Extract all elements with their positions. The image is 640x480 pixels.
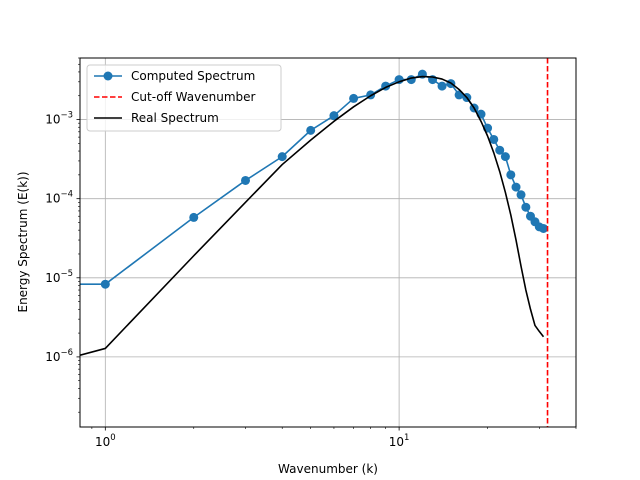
legend-label-computed: Computed Spectrum	[131, 69, 255, 83]
legend-marker-computed	[103, 71, 113, 81]
plot-frame	[79, 57, 577, 428]
computed-spectrum-point	[437, 81, 447, 91]
computed-spectrum-point	[241, 175, 250, 185]
legend-label-real: Real Spectrum	[131, 111, 219, 125]
y-tick-label: 10−3	[45, 111, 73, 127]
computed-spectrum-point	[516, 190, 526, 200]
legend: Computed Spectrum Cut-off Wavenumber Rea…	[86, 64, 282, 132]
legend-label-cutoff: Cut-off Wavenumber	[131, 90, 256, 104]
computed-spectrum-point	[329, 111, 339, 121]
y-tick-label: 10−4	[45, 190, 73, 206]
computed-spectrum-point	[189, 212, 199, 222]
y-tick-label: 10−6	[45, 348, 73, 364]
computed-spectrum-point	[506, 170, 516, 180]
computed-spectrum-point	[511, 182, 521, 192]
real-spectrum-line	[80, 75, 545, 356]
legend-box	[86, 64, 282, 132]
computed-spectrum-point	[500, 152, 510, 162]
axis-ticks: 100 101 10−6 10−5 10−4 10−3	[45, 57, 577, 449]
computed-spectrum-point	[349, 93, 359, 103]
computed-spectrum-point	[100, 279, 110, 289]
computed-spectrum-point	[306, 125, 316, 135]
plot-area	[80, 58, 549, 427]
computed-spectrum-point	[489, 134, 499, 144]
computed-spectrum-point	[538, 223, 548, 233]
computed-spectrum-point	[521, 202, 531, 212]
y-tick-label: 10−5	[45, 269, 73, 285]
x-tick-label: 101	[389, 433, 410, 449]
computed-spectrum-point	[277, 152, 287, 162]
x-tick-label: 100	[95, 433, 116, 449]
computed-spectrum-point	[495, 145, 505, 155]
x-axis-label: Wavenumber (k)	[278, 462, 378, 476]
y-axis-label: Energy Spectrum (E(k))	[16, 171, 30, 312]
